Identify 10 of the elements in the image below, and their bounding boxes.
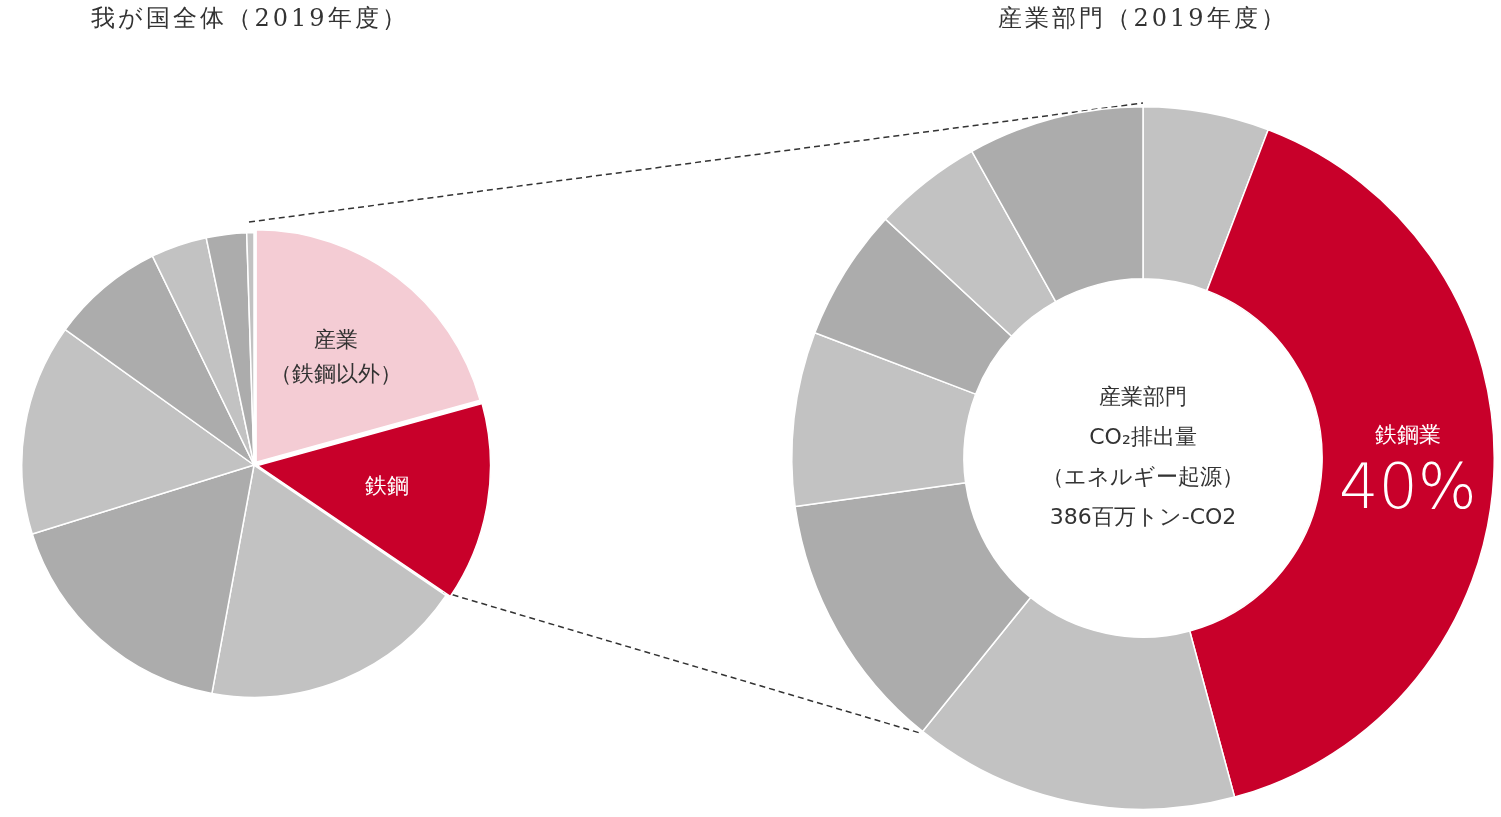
slice-label: 鉄鋼業 — [1374, 422, 1441, 448]
data-label: 40% — [1338, 450, 1477, 524]
slice-label: 産業（鉄鋼以外） — [269, 326, 402, 386]
text: 産業部門 — [1099, 383, 1187, 409]
text: CO₂排出量 — [1089, 423, 1197, 449]
chart-title: 産業部門（2019年度） — [998, 3, 1288, 34]
slice-label: 鉄鋼 — [364, 472, 409, 498]
chart-title: 我が国全体（2019年度） — [91, 3, 409, 34]
text: （エネルギー起源） — [1042, 463, 1244, 489]
text: 386百万トン-CO2 — [1049, 503, 1237, 529]
